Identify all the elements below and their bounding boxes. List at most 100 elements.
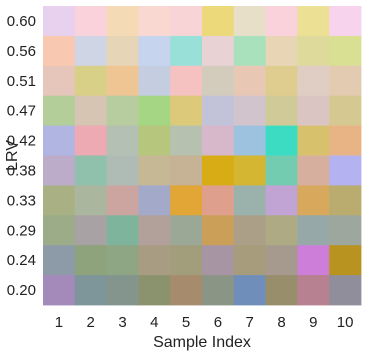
heatmap-cell bbox=[170, 215, 203, 246]
heatmap-cell bbox=[233, 245, 266, 276]
heatmap-cell bbox=[74, 125, 107, 156]
heatmap-cell bbox=[329, 215, 362, 246]
heatmap-cell bbox=[265, 215, 298, 246]
heatmap-cell bbox=[297, 275, 330, 306]
heatmap-cell bbox=[138, 65, 171, 97]
y-tick-label: 0.51 bbox=[7, 73, 36, 90]
x-tick-label: 1 bbox=[55, 314, 63, 331]
heatmap-cell bbox=[43, 245, 76, 276]
heatmap-cell bbox=[138, 95, 171, 126]
y-tick-label: 0.42 bbox=[7, 133, 36, 150]
heatmap-cell bbox=[329, 245, 362, 276]
heatmap-cell bbox=[74, 6, 107, 37]
heatmap-cell bbox=[106, 215, 139, 246]
y-tick-label: 0.24 bbox=[7, 252, 36, 269]
heatmap-cell bbox=[202, 185, 235, 216]
heatmap-cell bbox=[297, 215, 330, 246]
heatmap-cell bbox=[297, 155, 330, 186]
heatmap-cell bbox=[297, 245, 330, 276]
heatmap-cell bbox=[202, 125, 235, 156]
heatmap-cell bbox=[297, 185, 330, 216]
x-tick-label: 5 bbox=[182, 314, 190, 331]
y-tick-label: 0.56 bbox=[7, 43, 36, 60]
heatmap-cell bbox=[170, 65, 203, 97]
heatmap-cell bbox=[43, 65, 76, 97]
heatmap-cell bbox=[138, 275, 171, 306]
heatmap-cell bbox=[106, 185, 139, 216]
heatmap-cell bbox=[233, 185, 266, 216]
heatmap-cell bbox=[170, 185, 203, 216]
x-tick-label: 6 bbox=[214, 314, 222, 331]
heatmap-cell bbox=[43, 275, 76, 306]
heatmap-cell bbox=[106, 125, 139, 156]
heatmap-cell bbox=[265, 245, 298, 276]
x-tick-label: 2 bbox=[87, 314, 95, 331]
heatmap-cell bbox=[170, 35, 203, 67]
heatmap-cell bbox=[329, 35, 362, 67]
heatmap-cell bbox=[265, 125, 298, 156]
heatmap-cell bbox=[202, 245, 235, 276]
heatmap-cell bbox=[202, 275, 235, 306]
heatmap-cell bbox=[138, 6, 171, 37]
x-tick-label: 7 bbox=[246, 314, 254, 331]
heatmap-cell bbox=[329, 155, 362, 186]
heatmap-cell bbox=[265, 95, 298, 126]
heatmap-cell bbox=[265, 35, 298, 67]
heatmap-cell bbox=[43, 35, 76, 67]
heatmap-cell bbox=[43, 95, 76, 126]
heatmap-cell bbox=[233, 275, 266, 306]
heatmap-cell bbox=[138, 185, 171, 216]
heatmap-cell bbox=[106, 275, 139, 306]
heatmap-cell bbox=[202, 35, 235, 67]
y-tick-label: 0.60 bbox=[7, 13, 36, 30]
heatmap-cell bbox=[297, 125, 330, 156]
heatmap-cell bbox=[74, 245, 107, 276]
heatmap-cell bbox=[74, 275, 107, 306]
heatmap-cell bbox=[170, 275, 203, 306]
heatmap-cell bbox=[233, 6, 266, 37]
heatmap-cell bbox=[106, 95, 139, 126]
heatmap-cell bbox=[43, 215, 76, 246]
heatmap-cell bbox=[329, 275, 362, 306]
heatmap-cell bbox=[233, 95, 266, 126]
heatmap-cell bbox=[233, 65, 266, 97]
x-tick-labels: 1 2 3 4 5 6 7 8 9 10 bbox=[55, 314, 354, 331]
heatmap-cell bbox=[202, 215, 235, 246]
heatmap-cell bbox=[297, 95, 330, 126]
heatmap-cell bbox=[297, 35, 330, 67]
x-tick-label: 10 bbox=[337, 314, 354, 331]
heatmap-cell bbox=[265, 275, 298, 306]
y-tick-label: 0.47 bbox=[7, 103, 36, 120]
heatmap-cell bbox=[74, 185, 107, 216]
heatmap-cell bbox=[43, 125, 76, 156]
heatmap-cell bbox=[329, 185, 362, 216]
heatmap-cell bbox=[170, 6, 203, 37]
x-tick-label: 9 bbox=[309, 314, 317, 331]
heatmap-cell bbox=[138, 245, 171, 276]
heatmap-cell bbox=[74, 155, 107, 186]
heatmap-cell bbox=[106, 245, 139, 276]
y-tick-label: 0.29 bbox=[7, 222, 36, 239]
heatmap-cell bbox=[170, 155, 203, 186]
heatmap-cell bbox=[265, 185, 298, 216]
heatmap-cell bbox=[202, 6, 235, 37]
heatmap-cell bbox=[106, 155, 139, 186]
heatmap-cells bbox=[43, 6, 362, 306]
heatmap-cell bbox=[297, 6, 330, 37]
heatmap-cell bbox=[106, 35, 139, 67]
heatmap-cell bbox=[265, 65, 298, 97]
heatmap-cell bbox=[106, 65, 139, 97]
heatmap-cell bbox=[138, 155, 171, 186]
heatmap-cell bbox=[329, 6, 362, 37]
y-tick-labels: 0.60 0.56 0.51 0.47 0.42 0.38 0.33 0.29 0.24 0.20 bbox=[7, 13, 36, 299]
y-tick-label: 0.20 bbox=[7, 282, 36, 299]
heatmap-cell bbox=[170, 125, 203, 156]
heatmap-cell bbox=[329, 125, 362, 156]
heatmap-cell bbox=[138, 125, 171, 156]
heatmap-cell bbox=[106, 6, 139, 37]
heatmap-cell bbox=[233, 215, 266, 246]
heatmap-cell bbox=[170, 95, 203, 126]
x-tick-label: 4 bbox=[150, 314, 158, 331]
x-axis-label: Sample Index bbox=[153, 334, 251, 351]
